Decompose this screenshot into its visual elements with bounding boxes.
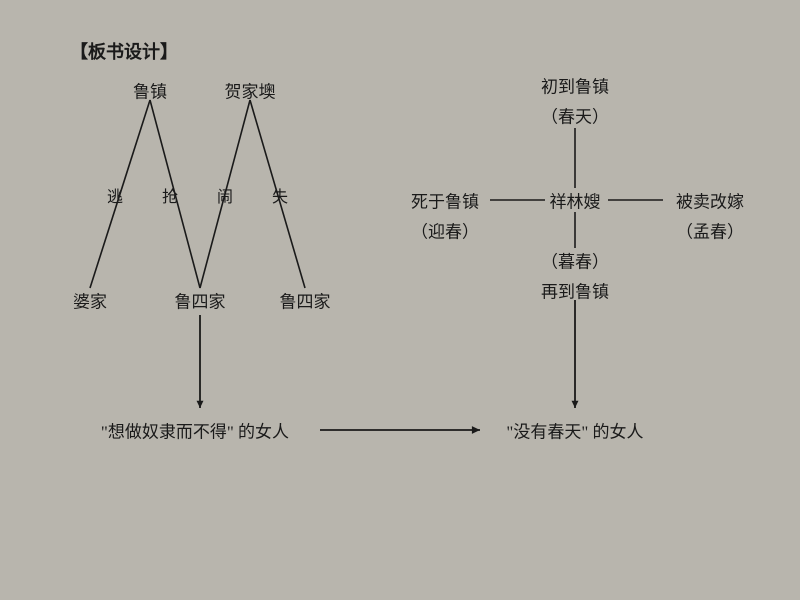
label-pojia: 婆家 <box>73 288 107 313</box>
diagram-svg <box>0 0 800 600</box>
label-nao: 闹 <box>217 183 233 207</box>
label-chudao-line1: 初到鲁镇 <box>541 73 609 98</box>
label-beimai-line1: 被卖改嫁 <box>676 188 744 213</box>
diagram-page: 【板书设计】 鲁镇 贺家墺 逃 抢 闹 失 婆家 鲁四家 鲁四家 初到鲁镇 （春… <box>0 0 800 600</box>
label-muchun: （暮春） <box>541 248 609 273</box>
label-shi: 失 <box>272 183 288 207</box>
label-conclusion-right: "没有春天" 的女人 <box>506 418 643 443</box>
label-siyuluzhen-line2: （迎春） <box>411 218 479 243</box>
label-zaidao: 再到鲁镇 <box>541 278 609 303</box>
label-siyuluzhen-line1: 死于鲁镇 <box>411 188 479 213</box>
label-conclusion-left: "想做奴隶而不得" 的女人 <box>101 418 289 443</box>
label-lusijia2: 鲁四家 <box>280 288 331 313</box>
page-title: 【板书设计】 <box>70 38 178 64</box>
label-lusijia1: 鲁四家 <box>175 288 226 313</box>
label-xianglinsao: 祥林嫂 <box>550 188 601 213</box>
label-luzhen-top: 鲁镇 <box>133 78 167 103</box>
label-beimai-line2: （孟春） <box>676 218 744 243</box>
label-chudao-line2: （春天） <box>541 103 609 128</box>
label-hejiaba-top: 贺家墺 <box>225 78 276 103</box>
label-qiang: 抢 <box>162 183 178 207</box>
label-tao: 逃 <box>107 183 123 207</box>
